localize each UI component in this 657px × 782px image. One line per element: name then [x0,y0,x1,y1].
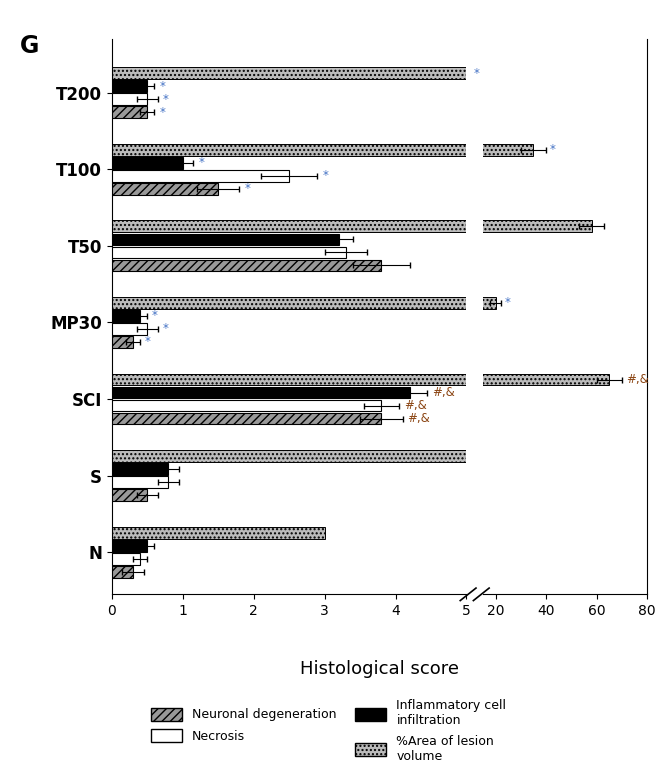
Bar [445,450,450,462]
Bar [112,386,410,398]
Text: *: * [323,169,328,182]
Bar [112,170,289,181]
Text: *: * [505,296,510,310]
Bar [112,490,147,501]
Bar [112,157,183,169]
Text: #,&: #,& [625,373,648,386]
Bar [112,93,147,105]
Bar [112,450,466,462]
Text: #,&: #,& [404,399,427,412]
Bar [112,374,466,386]
Text: *: * [550,143,556,156]
Bar [445,144,533,156]
Bar [112,260,381,271]
Bar [112,297,466,309]
Bar [112,566,133,578]
Bar [112,336,133,348]
Text: Histological score: Histological score [300,659,459,678]
Bar [112,81,147,92]
Bar [112,67,466,79]
Bar [445,297,495,309]
Bar [112,310,140,322]
Text: *: * [163,93,169,106]
Bar [445,67,465,79]
Bar [112,540,147,551]
Bar [112,463,168,475]
Bar [112,413,381,425]
Bar [112,476,168,488]
Text: *: * [159,80,165,93]
Text: #,&: #,& [407,412,430,425]
Text: *: * [198,156,204,169]
Bar [112,246,346,258]
Bar [112,106,147,118]
Text: *: * [152,310,158,322]
Text: *: * [159,106,165,119]
Text: G: G [20,34,39,58]
Bar [112,183,218,195]
Text: #,&: #,& [432,386,455,399]
Bar [112,221,466,232]
Bar [112,553,140,565]
Text: *: * [244,182,250,196]
Bar [445,374,609,386]
Bar [112,144,466,156]
Text: *: * [474,66,480,80]
Text: *: * [145,335,151,349]
Bar [112,400,381,411]
Bar [112,234,339,246]
Bar [112,527,325,539]
Text: *: * [163,322,169,335]
Legend: Neuronal degeneration, Necrosis, Inflammatory cell
infiltration, %Area of lesion: Neuronal degeneration, Necrosis, Inflamm… [146,694,511,768]
Bar [445,221,591,232]
Bar [112,323,147,335]
